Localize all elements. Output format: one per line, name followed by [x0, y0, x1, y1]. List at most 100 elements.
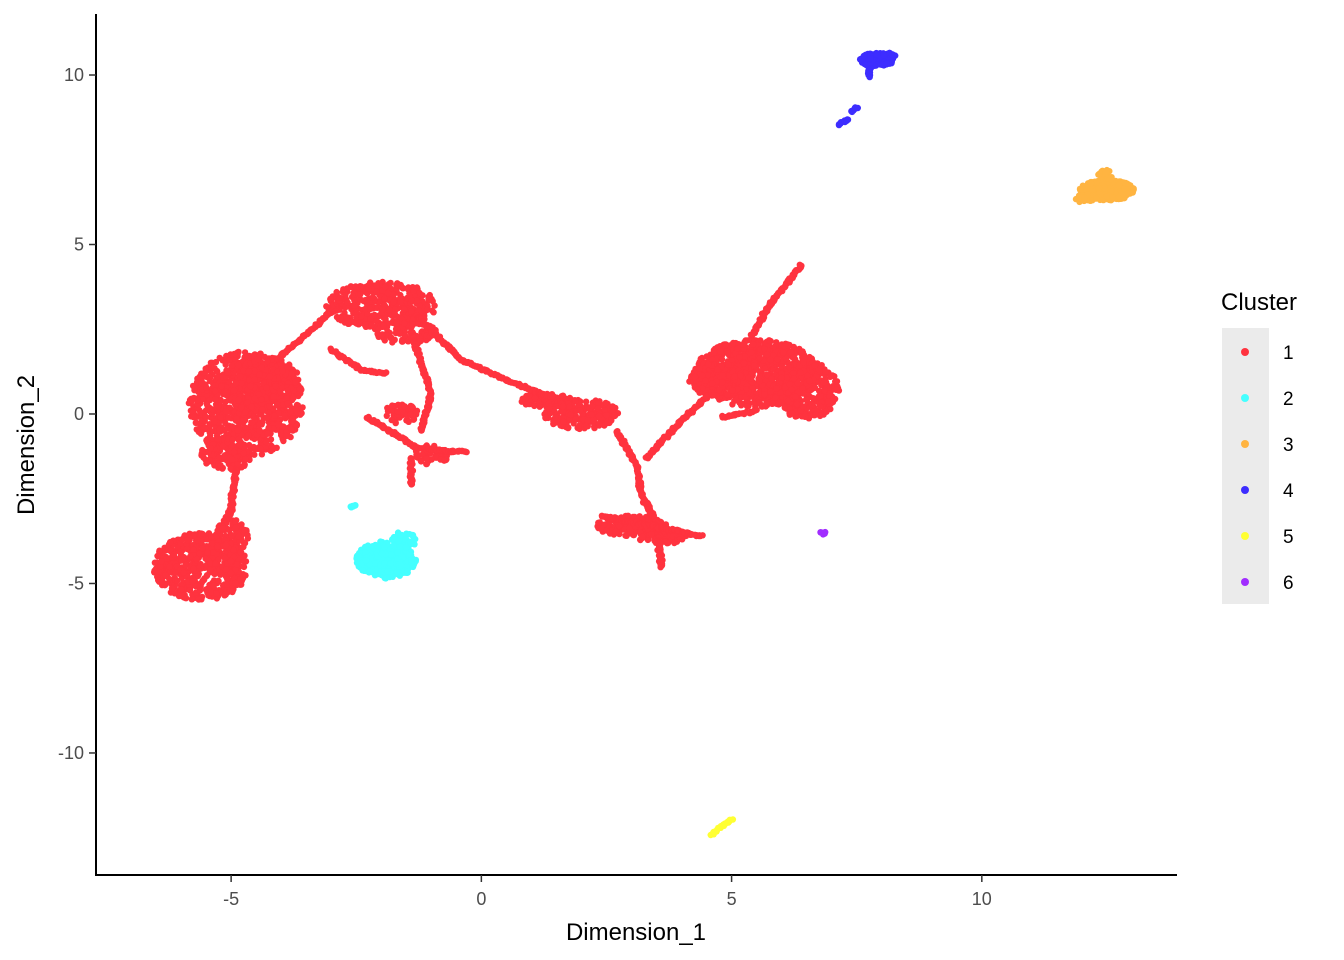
data-point	[198, 530, 205, 537]
data-point	[519, 395, 526, 403]
data-point	[207, 432, 214, 439]
data-point	[823, 408, 830, 415]
data-point	[362, 321, 369, 328]
data-point	[211, 365, 218, 372]
data-point	[212, 358, 220, 366]
data-point	[217, 462, 224, 469]
data-point	[233, 561, 241, 568]
data-point	[622, 532, 629, 539]
data-point	[238, 404, 245, 411]
data-point	[151, 559, 159, 566]
data-point	[202, 586, 210, 593]
data-point	[208, 533, 215, 540]
data-point	[394, 408, 402, 415]
data-point	[769, 400, 776, 407]
data-point	[222, 566, 230, 573]
data-point	[559, 408, 567, 415]
data-point	[273, 401, 281, 408]
data-point	[202, 365, 209, 372]
data-point	[576, 407, 584, 414]
data-point	[763, 371, 771, 378]
data-point	[391, 310, 398, 317]
data-point	[797, 369, 804, 376]
data-point	[832, 378, 839, 385]
data-point	[612, 528, 620, 535]
data-point	[177, 586, 185, 593]
data-point	[785, 363, 793, 371]
data-point	[244, 399, 251, 406]
data-point	[170, 551, 178, 558]
data-point	[731, 373, 738, 380]
data-point	[271, 412, 278, 419]
data-point	[719, 372, 726, 379]
data-point	[352, 283, 359, 290]
data-point	[232, 579, 239, 587]
data-point	[296, 385, 304, 393]
data-point	[230, 387, 238, 394]
data-point	[736, 354, 743, 361]
data-point	[375, 325, 382, 333]
data-point	[226, 357, 233, 364]
data-point	[637, 529, 644, 536]
data-point	[748, 349, 755, 356]
data-point	[181, 555, 188, 562]
data-point	[368, 294, 376, 301]
data-point	[821, 386, 828, 394]
data-point	[277, 388, 284, 396]
data-point	[702, 377, 709, 384]
data-point	[228, 456, 236, 463]
data-point	[258, 396, 265, 403]
data-point	[189, 578, 196, 585]
data-point	[792, 393, 799, 400]
data-point	[190, 565, 197, 572]
data-point	[718, 363, 725, 370]
data-point	[743, 403, 751, 410]
data-point	[391, 336, 398, 343]
series-1	[151, 261, 843, 603]
data-point	[734, 345, 741, 352]
data-point	[234, 427, 242, 434]
data-point	[603, 527, 610, 534]
data-point	[388, 416, 395, 424]
data-point	[176, 548, 184, 555]
data-point	[235, 361, 242, 369]
data-point	[782, 383, 789, 391]
data-point	[413, 284, 421, 291]
data-point	[187, 553, 194, 560]
data-point	[787, 349, 795, 356]
data-point	[761, 391, 768, 398]
data-point	[709, 392, 717, 399]
data-point	[545, 405, 553, 412]
data-point	[393, 319, 400, 327]
data-point	[704, 372, 711, 379]
data-point	[195, 596, 202, 603]
data-point	[611, 412, 618, 420]
data-point	[203, 572, 211, 579]
data-point	[732, 396, 740, 404]
data-point	[263, 438, 270, 446]
data-point	[729, 387, 736, 394]
data-point	[806, 377, 813, 385]
data-point	[393, 281, 400, 289]
data-point	[790, 370, 797, 377]
data-point	[241, 558, 248, 565]
data-point	[236, 441, 244, 449]
data-point	[778, 399, 785, 406]
data-point	[396, 330, 403, 337]
data-point	[198, 378, 205, 386]
data-point	[180, 569, 188, 576]
data-point	[584, 417, 592, 424]
data-point	[224, 581, 231, 588]
data-point	[274, 368, 282, 375]
data-point	[761, 345, 768, 353]
data-point	[625, 524, 633, 532]
data-point	[572, 416, 579, 423]
data-point	[238, 380, 245, 387]
data-point	[381, 283, 389, 291]
data-point	[264, 358, 271, 365]
data-point	[233, 415, 240, 422]
data-point	[390, 291, 397, 298]
data-point	[215, 435, 222, 443]
data-point	[196, 550, 204, 557]
data-point	[608, 417, 615, 424]
